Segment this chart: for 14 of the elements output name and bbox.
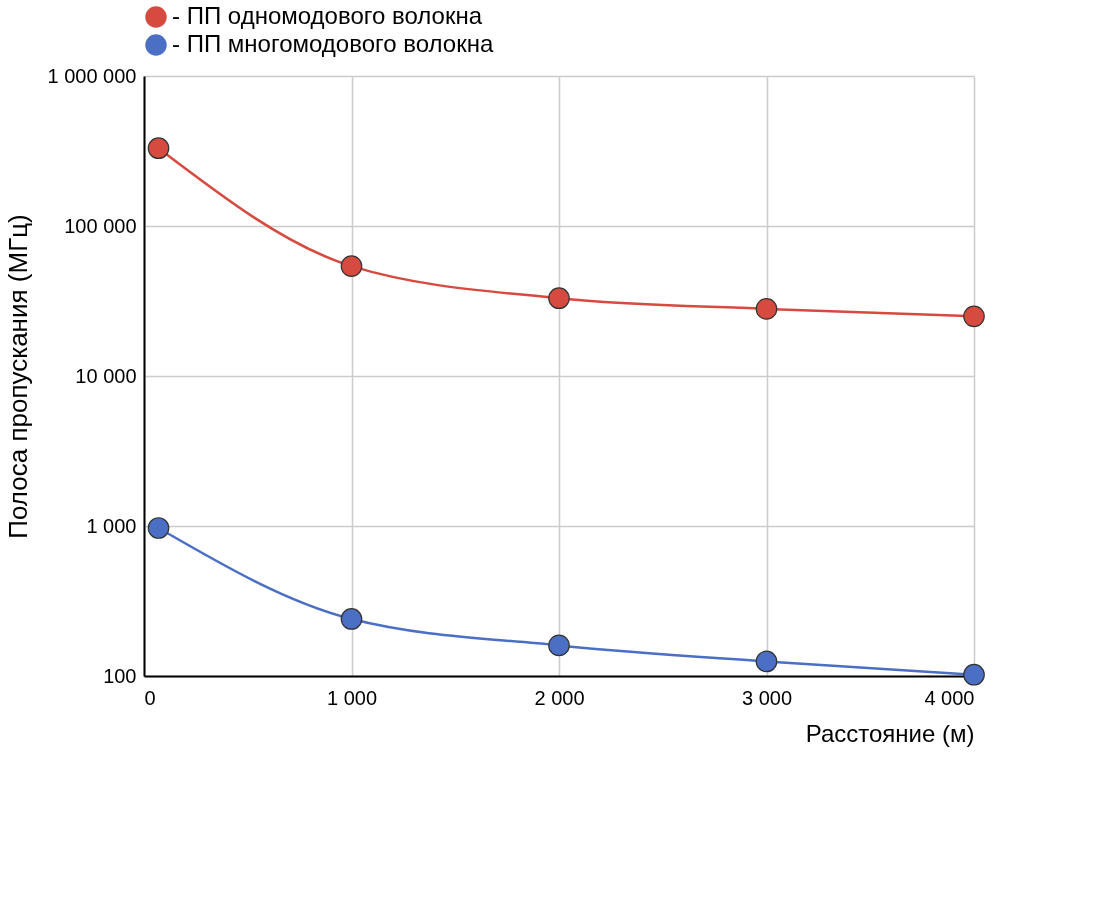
- x-tick-label: 1 000: [326, 686, 378, 709]
- legend-label: - ПП одномодового волокна: [172, 2, 483, 29]
- y-tick-label: 10 000: [75, 364, 137, 387]
- y-tick-label: 1 000 000: [47, 64, 137, 87]
- y-tick-label: 100 000: [64, 214, 137, 237]
- x-tick-label: 2 000: [534, 686, 585, 709]
- y-axis-title: Полоса пропускания (МГц): [2, 214, 33, 539]
- x-axis-title: Расстояние (м): [805, 719, 975, 747]
- y-tick-label: 1 000: [86, 514, 137, 537]
- y-tick-label: 100: [103, 664, 137, 687]
- x-tick-label: 0: [144, 686, 156, 709]
- legend-label: - ПП многомодового волокна: [172, 30, 494, 57]
- x-tick-label: 3 000: [741, 686, 793, 709]
- x-tick-label: 4 000: [924, 686, 975, 709]
